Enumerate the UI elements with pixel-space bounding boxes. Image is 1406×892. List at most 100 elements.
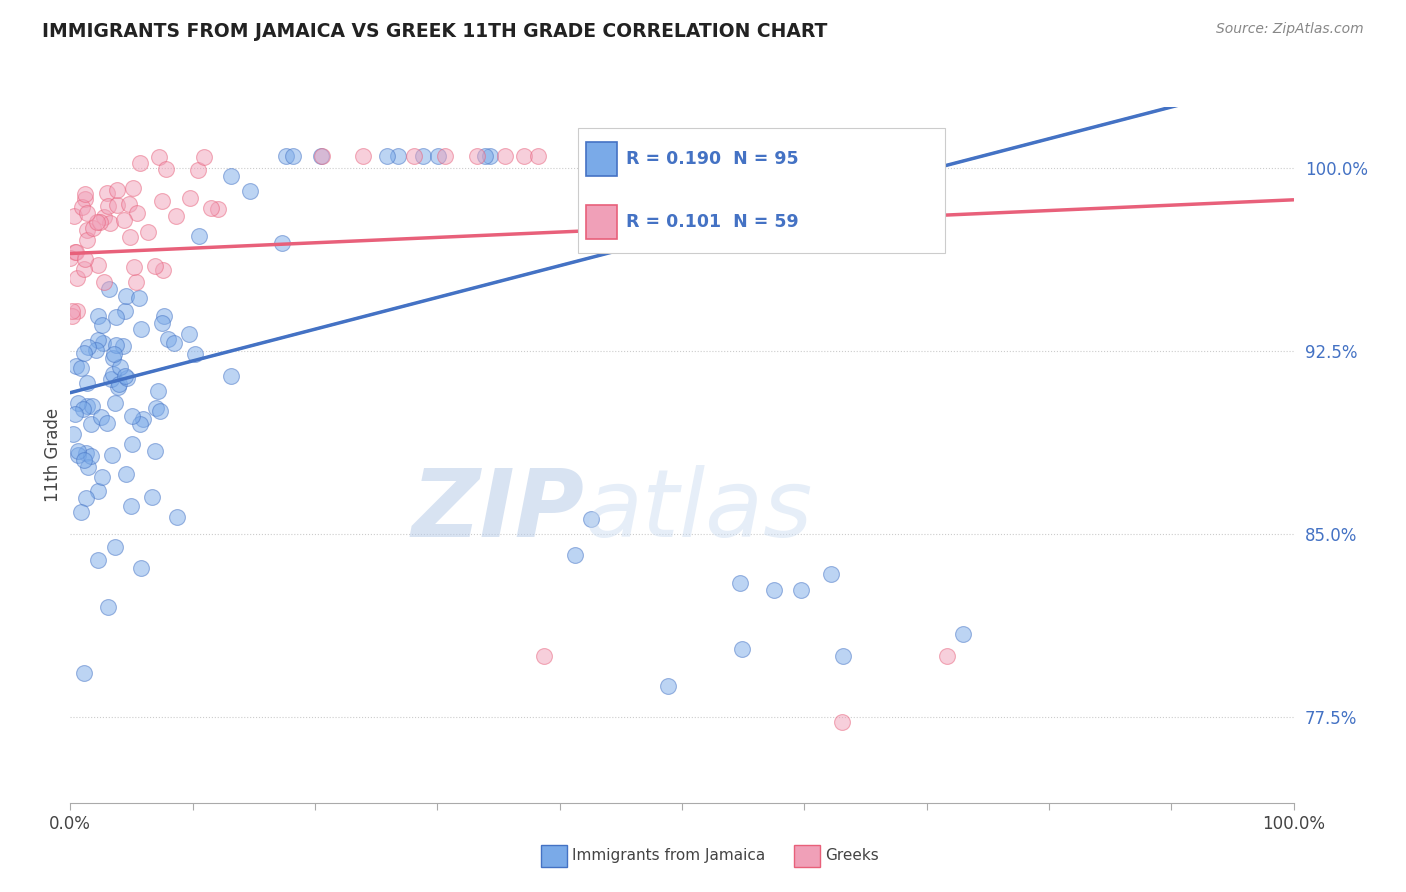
Point: [63, 407, 86, 421]
Point: [73, 665, 96, 680]
Point: [353, 149, 375, 163]
Point: [80, 450, 103, 464]
Point: [952, 627, 974, 641]
Point: [86, 483, 108, 498]
Point: [200, 201, 222, 215]
Point: [97, 600, 120, 615]
Point: [179, 191, 201, 205]
Point: [101, 351, 124, 366]
Point: [100, 448, 122, 462]
Point: [177, 326, 200, 341]
Point: [129, 322, 152, 336]
Point: [112, 213, 135, 227]
Point: [276, 149, 298, 163]
Point: [107, 379, 129, 393]
Point: [789, 582, 811, 597]
Point: [128, 417, 150, 431]
Point: [63, 245, 86, 260]
Point: [97, 282, 120, 296]
Point: [148, 150, 170, 164]
Point: [478, 149, 501, 163]
Point: [281, 149, 304, 163]
Point: [87, 334, 110, 348]
Point: [157, 333, 180, 347]
Point: [76, 399, 98, 413]
Point: [75, 491, 97, 505]
Point: [66, 396, 89, 410]
Point: [103, 367, 125, 381]
Point: [77, 459, 100, 474]
Point: [125, 205, 148, 219]
Y-axis label: 11th Grade: 11th Grade: [44, 408, 62, 502]
Point: [145, 401, 167, 415]
Point: [387, 149, 409, 163]
Point: [120, 499, 142, 513]
Point: [114, 303, 136, 318]
Point: [309, 149, 332, 163]
Point: [166, 509, 188, 524]
Point: [820, 566, 842, 581]
Point: [125, 275, 148, 289]
Point: [412, 149, 434, 163]
Point: [375, 149, 398, 163]
Point: [108, 376, 131, 391]
Point: [832, 649, 855, 664]
Point: [93, 275, 115, 289]
Point: [494, 149, 516, 163]
Point: [239, 184, 262, 198]
Text: Source: ZipAtlas.com: Source: ZipAtlas.com: [1216, 22, 1364, 37]
Point: [100, 372, 122, 386]
Point: [114, 369, 136, 384]
Point: [427, 149, 450, 163]
Point: [657, 680, 679, 694]
Point: [129, 156, 152, 170]
Point: [66, 448, 89, 462]
Point: [89, 410, 111, 425]
Point: [70, 201, 93, 215]
Text: R = 0.101  N = 59: R = 0.101 N = 59: [626, 213, 799, 231]
Point: [433, 149, 456, 163]
Point: [143, 259, 166, 273]
Point: [124, 260, 146, 274]
Point: [103, 347, 125, 361]
Point: [65, 359, 87, 373]
Point: [112, 339, 135, 353]
Point: [165, 210, 187, 224]
Point: [121, 409, 143, 423]
Text: R = 0.190  N = 95: R = 0.190 N = 95: [626, 150, 799, 169]
Text: IMMIGRANTS FROM JAMAICA VS GREEK 11TH GRADE CORRELATION CHART: IMMIGRANTS FROM JAMAICA VS GREEK 11TH GR…: [42, 22, 828, 41]
Point: [581, 512, 603, 526]
Point: [97, 199, 120, 213]
Point: [73, 192, 96, 206]
Point: [96, 186, 118, 200]
Point: [77, 341, 100, 355]
Point: [533, 649, 555, 664]
Point: [76, 223, 98, 237]
Point: [150, 194, 173, 209]
Point: [73, 452, 96, 467]
Point: [76, 233, 98, 247]
Point: [91, 318, 114, 333]
Point: [564, 548, 586, 562]
Point: [141, 490, 163, 504]
Point: [87, 258, 110, 272]
Point: [105, 310, 128, 324]
Point: [163, 335, 186, 350]
Point: [513, 149, 536, 163]
Point: [72, 401, 94, 416]
Point: [728, 575, 751, 590]
Point: [98, 216, 121, 230]
Point: [65, 245, 87, 260]
Point: [62, 427, 84, 442]
Point: [59, 251, 82, 265]
Point: [115, 371, 138, 385]
Point: [82, 220, 104, 235]
Point: [75, 252, 97, 266]
Point: [91, 335, 114, 350]
Point: [87, 310, 110, 324]
Point: [527, 149, 550, 163]
Point: [153, 309, 176, 323]
Point: [118, 197, 141, 211]
Point: [80, 399, 103, 413]
Point: [120, 230, 142, 244]
